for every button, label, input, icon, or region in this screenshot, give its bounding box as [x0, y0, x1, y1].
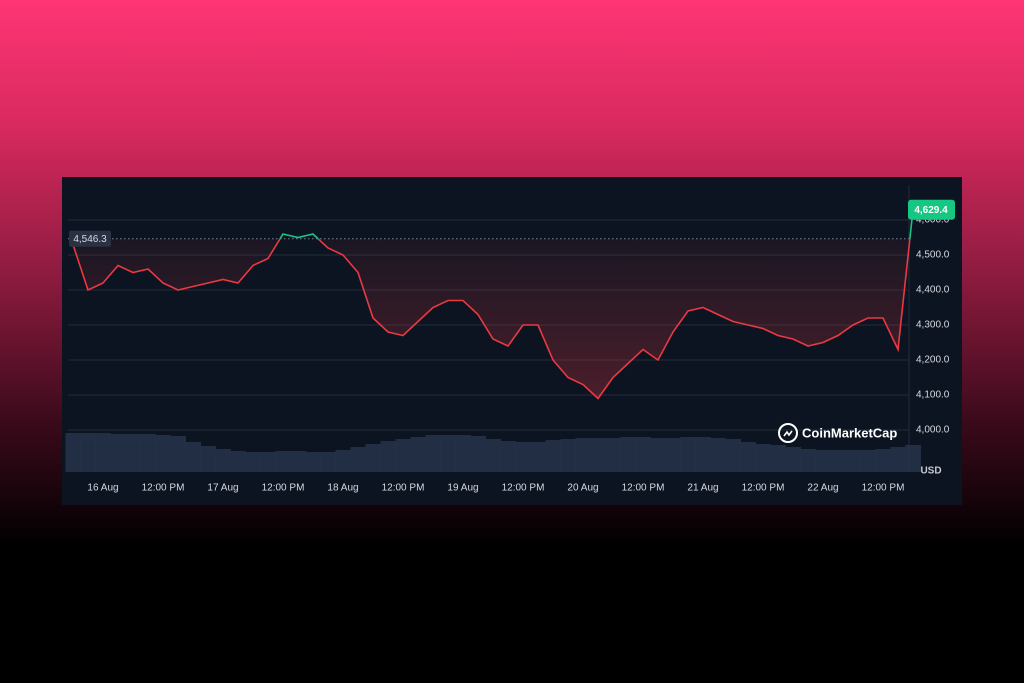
reference-badge: 4,546.3 [69, 230, 111, 247]
volume-bar [320, 452, 336, 472]
volume-bar [155, 435, 171, 472]
volume-bar [125, 434, 141, 472]
volume-bar [185, 442, 201, 472]
badge-bg [69, 230, 111, 247]
volume-bar [590, 438, 606, 472]
volume-bar [485, 439, 501, 472]
volume-bar [305, 452, 321, 472]
volume-bar [815, 450, 831, 472]
volume-bar [140, 434, 156, 472]
y-tick-label: 4,000.0 [916, 425, 950, 436]
volume-bar [740, 442, 756, 472]
volume-bar [785, 447, 801, 472]
volume-bar [890, 447, 906, 472]
x-tick-label: 12:00 PM [502, 483, 545, 494]
badge-bg [908, 199, 955, 220]
y-tick-label: 4,300.0 [916, 320, 950, 331]
volume-bar [80, 433, 96, 472]
volume-bar [200, 446, 216, 472]
volume-bar [845, 450, 861, 472]
volume-bar [530, 442, 546, 472]
volume-bar [680, 437, 696, 472]
x-tick-label: 18 Aug [327, 483, 358, 494]
volume-bar [260, 452, 276, 472]
volume-bar [215, 449, 231, 472]
y-tick-label: 4,400.0 [916, 285, 950, 296]
volume-bar [170, 436, 186, 472]
volume-bar [710, 438, 726, 472]
volume-bar [695, 437, 711, 472]
y-tick-label: 4,600.0 [916, 215, 950, 226]
volume-bar [95, 433, 111, 472]
watermark: CoinMarketCap [778, 423, 897, 443]
x-tick-label: 12:00 PM [142, 483, 185, 494]
volume-bar [365, 444, 381, 472]
last-price-label: 4,629.4 [914, 205, 948, 216]
x-tick-label: 17 Aug [207, 483, 238, 494]
watermark-text: CoinMarketCap [802, 425, 897, 440]
volume-bar [275, 451, 291, 472]
volume-bar [455, 435, 471, 472]
volume-bar [665, 438, 681, 472]
volume-bar [800, 449, 816, 472]
volume-bar [350, 447, 366, 472]
x-tick-label: 20 Aug [567, 483, 598, 494]
volume-bar [875, 449, 891, 472]
price-area [73, 238, 913, 399]
x-tick-label: 16 Aug [87, 483, 118, 494]
volume-bar [335, 450, 351, 472]
volume-bar [575, 438, 591, 472]
volume-bar [830, 450, 846, 472]
volume-bar [425, 435, 441, 472]
volume-bar [560, 439, 576, 472]
volume-bar [905, 445, 921, 472]
volume-bar [290, 451, 306, 472]
last-price-badge: 4,629.4 [908, 199, 955, 220]
volume-bar [545, 440, 561, 472]
volume-bar [725, 439, 741, 472]
volume-bar [860, 450, 876, 472]
x-tick-label: 12:00 PM [382, 483, 425, 494]
x-tick-label: 12:00 PM [862, 483, 905, 494]
y-axis-label: USD [920, 466, 941, 477]
x-tick-label: 21 Aug [687, 483, 718, 494]
volume-bar [440, 435, 456, 472]
x-tick-label: 19 Aug [447, 483, 478, 494]
volume-bar [380, 441, 396, 472]
y-tick-label: 4,200.0 [916, 355, 950, 366]
volume-bar [410, 437, 426, 472]
x-tick-label: 12:00 PM [262, 483, 305, 494]
volume-bar [245, 452, 261, 472]
volume-bar [65, 433, 81, 472]
volume-bar [470, 436, 486, 472]
volume-bar [395, 439, 411, 472]
volume-bar [515, 442, 531, 472]
y-tick-label: 4,500.0 [916, 250, 950, 261]
volume-bar [110, 434, 126, 472]
volume-bar [230, 451, 246, 472]
volume-bar [620, 437, 636, 472]
volume-bar [650, 438, 666, 472]
volume-bar [605, 438, 621, 472]
volume-bar [770, 445, 786, 472]
volume-bar [755, 444, 771, 472]
x-tick-label: 22 Aug [807, 483, 838, 494]
reference-label: 4,546.3 [73, 234, 107, 245]
volume-bar [635, 437, 651, 472]
x-tick-label: 12:00 PM [742, 483, 785, 494]
price-line [72, 238, 911, 400]
volume-bar [500, 441, 516, 472]
x-tick-label: 12:00 PM [622, 483, 665, 494]
y-tick-label: 4,100.0 [916, 390, 950, 401]
